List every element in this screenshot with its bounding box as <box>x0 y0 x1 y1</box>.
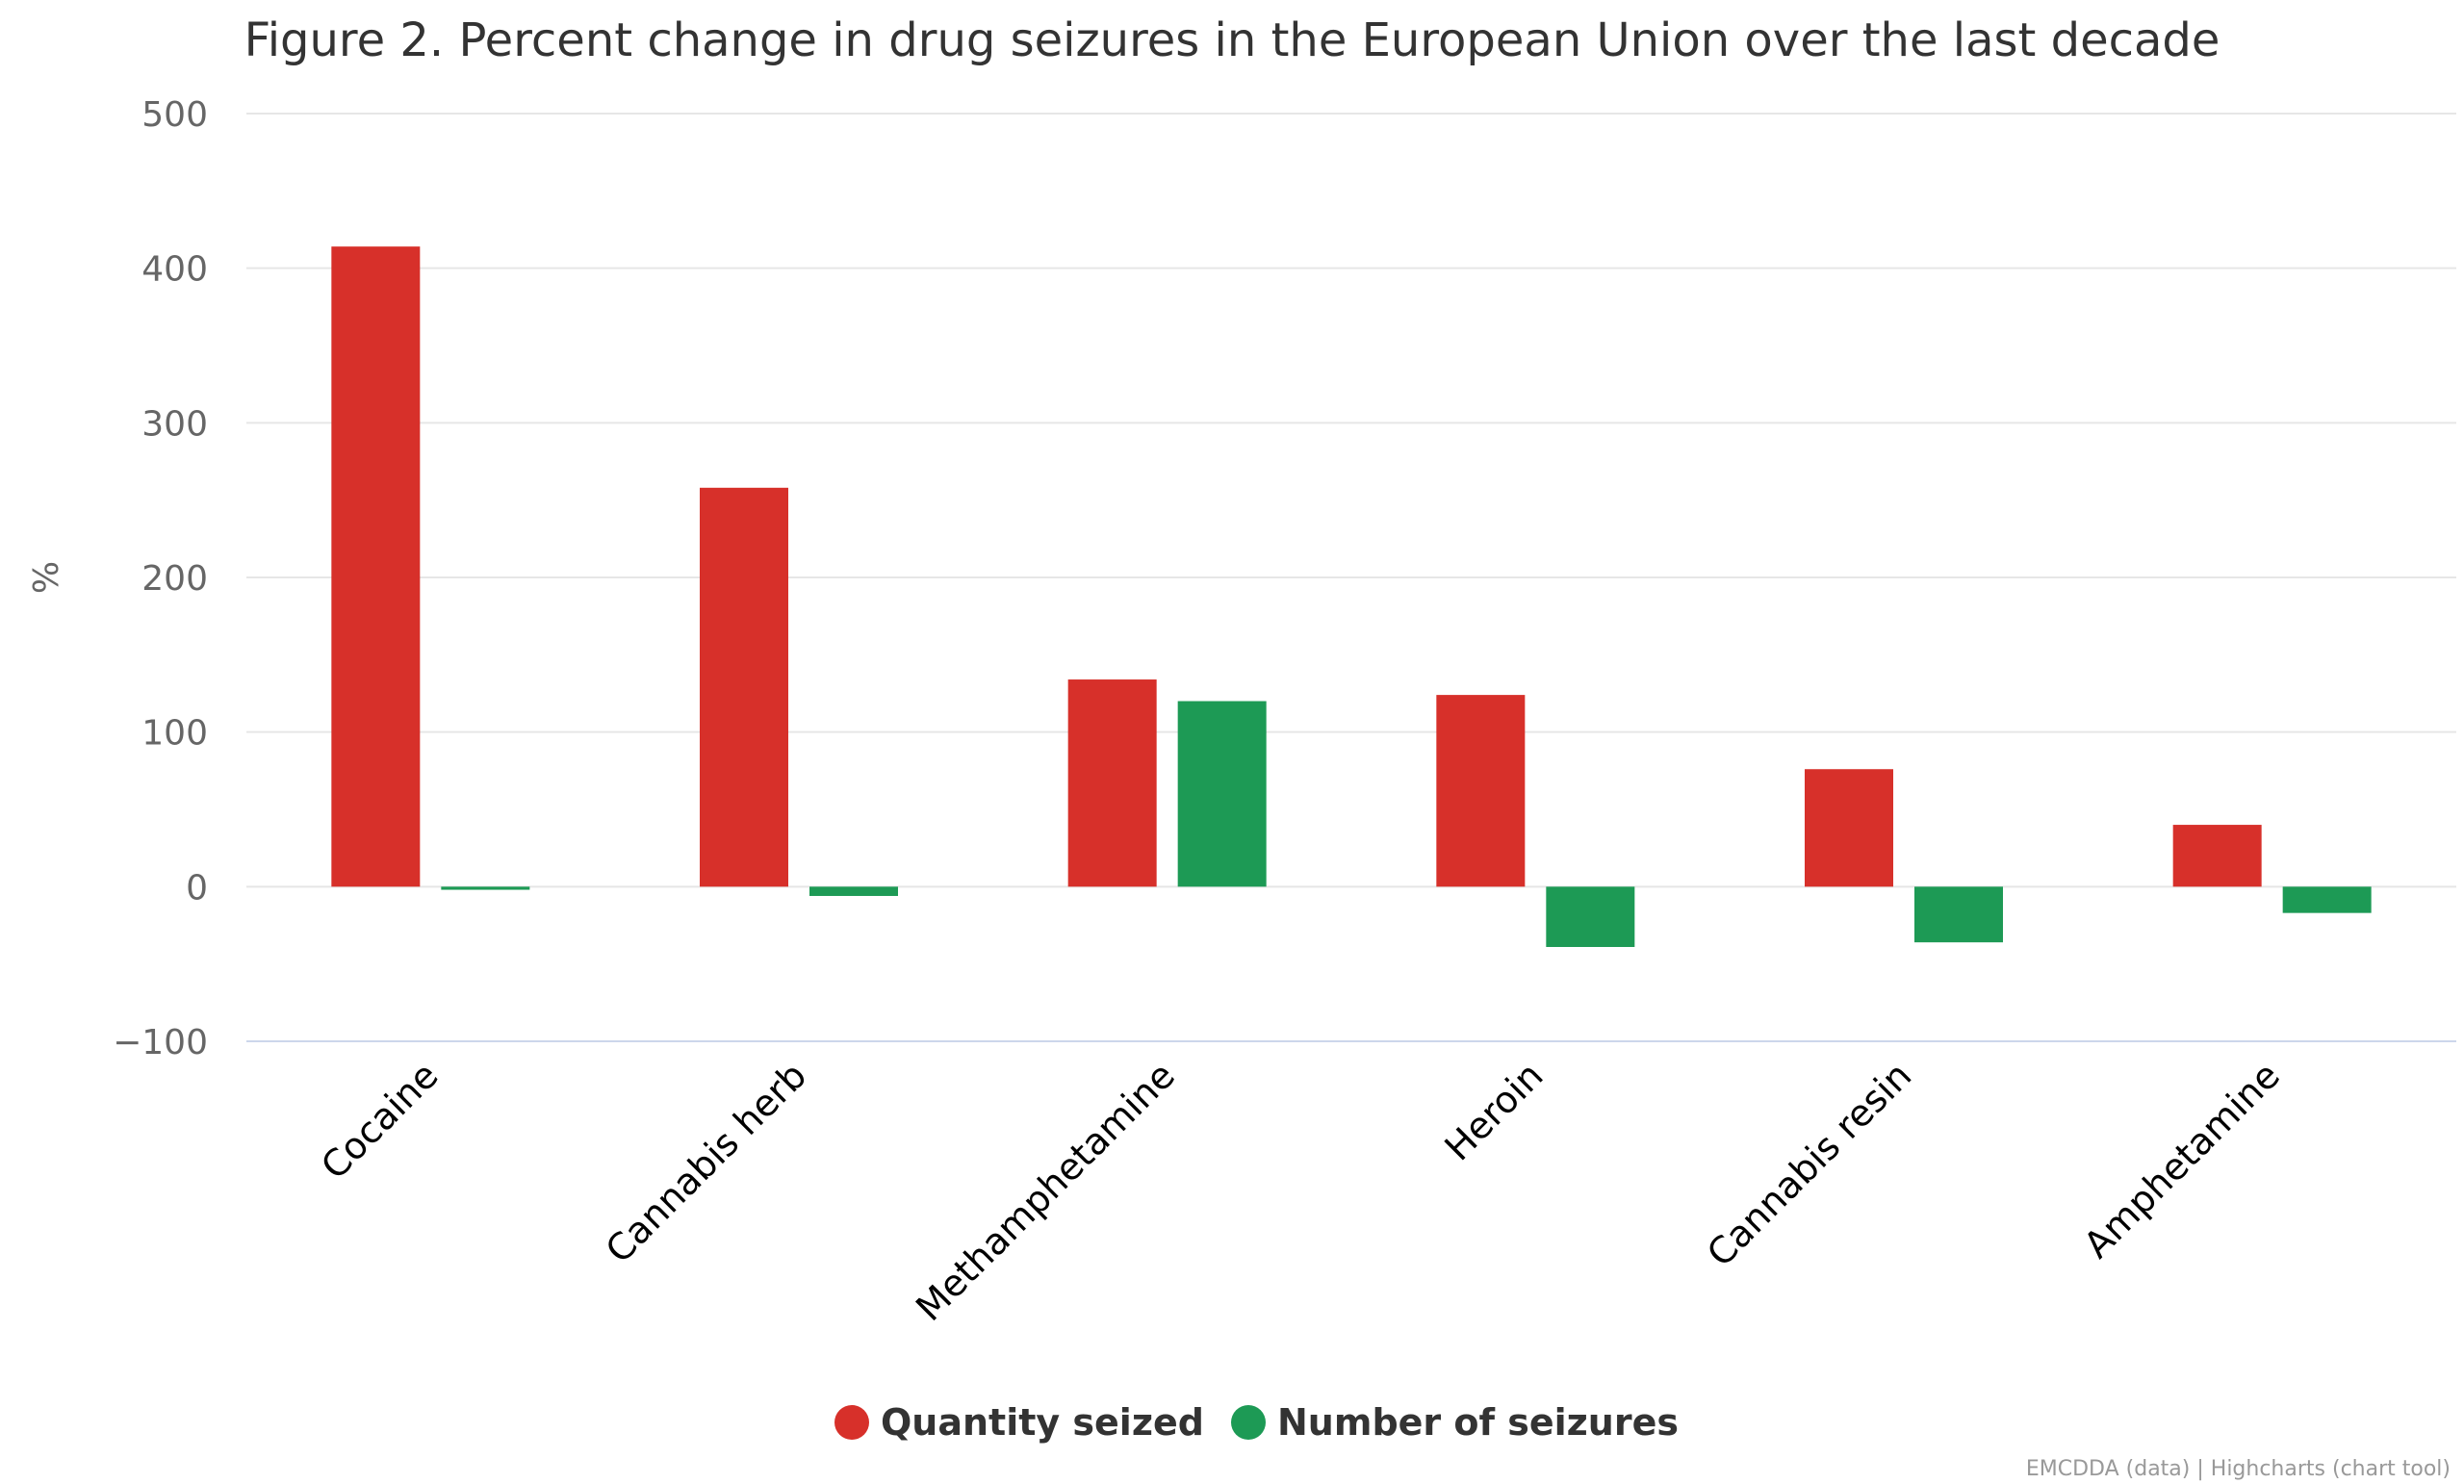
bar-number-of-seizures-cocaine[interactable] <box>441 886 530 890</box>
bar-number-of-seizures-heroin[interactable] <box>1546 886 1635 947</box>
credits[interactable]: EMCDDA (data) | Highcharts (chart tool) <box>2026 1457 2451 1481</box>
legend: Quantity seized Number of seizures <box>834 1401 1679 1444</box>
x-tick-label: Cocaine <box>313 1054 447 1188</box>
bar-quantity-seized-cannabis-herb[interactable] <box>700 487 788 887</box>
x-tick-label: Methamphetamine <box>908 1054 1183 1329</box>
x-tick-label: Cannabis resin <box>1699 1054 1919 1274</box>
x-axis-labels: Cocaine Cannabis herb Methamphetamine Heroi… <box>313 1054 2288 1329</box>
y-tick-label: −100 <box>113 1023 208 1062</box>
legend-label: Quantity seized <box>881 1401 1204 1444</box>
legend-marker <box>1231 1405 1266 1440</box>
bar-quantity-seized-cannabis-resin[interactable] <box>1805 769 1893 887</box>
bar-quantity-seized-cocaine[interactable] <box>331 246 421 887</box>
x-tick-label: Cannabis herb <box>598 1054 815 1271</box>
y-tick-label: 200 <box>141 559 208 599</box>
chart-title: Figure 2. Percent change in drug seizure… <box>244 13 2220 67</box>
y-tick-label: 0 <box>186 868 208 908</box>
y-tick-label: 500 <box>141 95 208 135</box>
bar-number-of-seizures-methamphetamine[interactable] <box>1177 701 1267 887</box>
bars <box>331 246 2372 947</box>
y-axis-title: % <box>27 561 66 594</box>
bar-number-of-seizures-amphetamine[interactable] <box>2282 886 2372 913</box>
y-tick-label: 100 <box>141 714 208 754</box>
x-tick-label: Heroin <box>1436 1054 1551 1168</box>
bar-quantity-seized-heroin[interactable] <box>1436 695 1526 887</box>
legend-marker <box>834 1405 869 1440</box>
x-tick-label: Amphetamine <box>2076 1054 2288 1266</box>
legend-item-quantity-seized[interactable]: Quantity seized <box>834 1401 1204 1444</box>
bar-quantity-seized-amphetamine[interactable] <box>2172 825 2262 887</box>
bar-number-of-seizures-cannabis-herb[interactable] <box>809 886 898 896</box>
grid <box>246 113 2456 1042</box>
y-tick-label: 400 <box>141 250 208 290</box>
bar-quantity-seized-methamphetamine[interactable] <box>1067 679 1157 887</box>
legend-item-number-of-seizures[interactable]: Number of seizures <box>1231 1401 1679 1444</box>
y-axis-ticks: −100 0 100 200 300 400 500 <box>113 95 208 1062</box>
bar-number-of-seizures-cannabis-resin[interactable] <box>1914 886 2003 943</box>
y-tick-label: 300 <box>141 404 208 444</box>
legend-label: Number of seizures <box>1277 1401 1679 1444</box>
